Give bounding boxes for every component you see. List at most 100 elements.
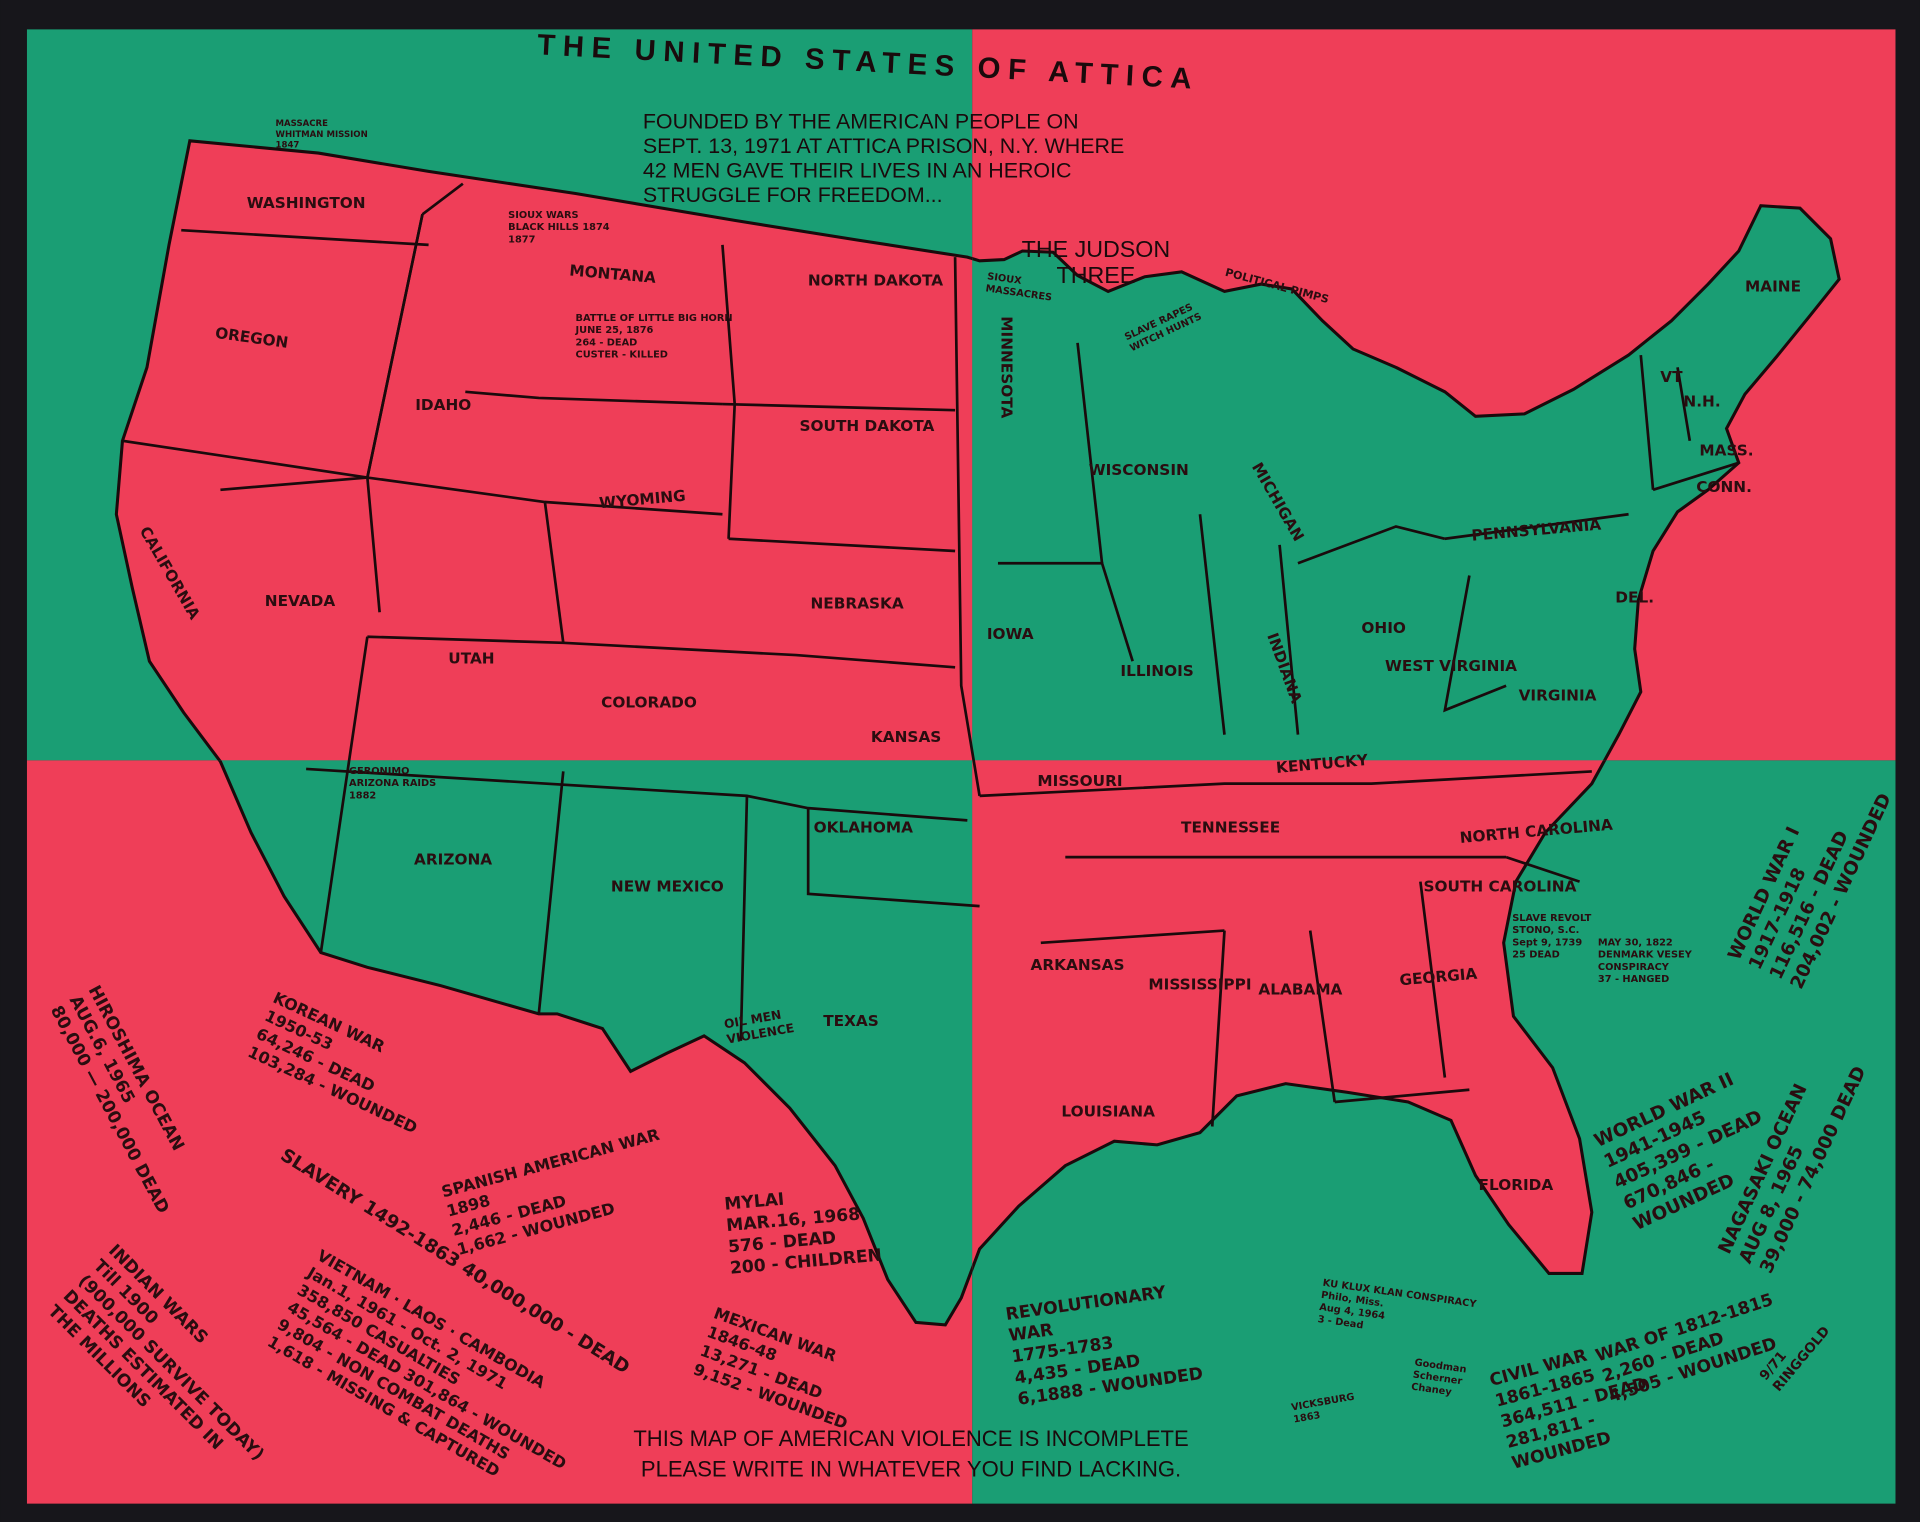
footer-line: PLEASE WRITE IN WHATEVER YOU FIND LACKIN… [641,1457,1181,1482]
state-label-washington: WASHINGTON [247,194,366,212]
state-label-ohio: OHIO [1361,619,1406,637]
annotation: BATTLE OF LITTLE BIG HORN JUNE 25, 1876 26… [575,313,733,361]
state-label-texas: TEXAS [823,1012,879,1030]
state-label-west-virginia: WEST VIRGINIA [1385,657,1517,675]
annotation-line: BATTLE OF LITTLE BIG HORN [576,313,733,324]
footer-note: THIS MAP OF AMERICAN VIOLENCE IS INCOMPL… [633,1426,1188,1482]
state-label-oklahoma: OKLAHOMA [814,819,913,837]
state-border [306,767,968,822]
annotation: SIOUX WARS BLACK HILLS 1874 1877 [508,210,610,245]
subtitle-line: STRUGGLE FOR FREEDOM... [643,183,943,207]
state-label-missouri: MISSOURI [1037,772,1122,790]
state-border [1198,514,1226,735]
state-border [806,808,980,908]
state-border [366,182,464,478]
annotation-line: SIOUX [987,271,1023,287]
state-border [1444,512,1629,541]
us-map [114,139,1841,1327]
map-landmass [972,760,1607,1275]
annotation-line: 37 - HANGED [1598,974,1669,985]
map-landmass [972,204,1841,761]
state-border [1040,929,1225,945]
annotation: GoodmanSchernerChaney [1410,1357,1467,1399]
state-border [739,795,749,1041]
annotation-line: 1882 [349,790,376,801]
state-border [728,537,956,553]
map-landmass [217,760,973,1327]
annotation-line: Chaney [1410,1382,1452,1399]
judson-three: THE JUDSON THREE [1022,236,1171,288]
annotation-line: GERONIMO [349,766,409,777]
subtitle: FOUNDED BY THE AMERICAN PEOPLE ON SEPT. … [643,110,1124,207]
state-border [979,770,1592,798]
state-label-south-carolina: SOUTH CAROLINA [1424,877,1577,895]
state-label-n-h: N.H. [1683,393,1720,411]
state-label-alabama: ALABAMA [1258,980,1342,998]
state-border [1505,855,1581,883]
annotation-line: 1877 [508,234,535,245]
state-border [367,635,956,669]
state-border [319,636,369,953]
state-border [1308,930,1337,1103]
annotation-line: 264 - DEAD [576,337,638,348]
annotation-line: 1847 [276,141,300,151]
state-border [465,390,723,406]
state-label-north-dakota: NORTH DAKOTA [808,271,943,289]
state-label-kansas: KANSAS [871,728,941,746]
annotation: MYLAIMAR.16, 1968576 - DEAD200 - CHILDRE… [724,1182,883,1279]
state-border [122,439,368,479]
state-border [543,501,565,644]
judson-line: THREE [1057,262,1136,288]
state-label-florida: FLORIDA [1479,1176,1554,1194]
state-label-nevada: NEVADA [265,592,336,610]
state-border [1652,461,1740,492]
state-label-new-mexico: NEW MEXICO [611,877,724,895]
state-border [1297,525,1446,565]
subtitle-line: SEPT. 13, 1971 AT ATTICA PRISON, N.Y. WH… [643,134,1124,158]
state-border [722,402,956,412]
state-label-south-dakota: SOUTH DAKOTA [800,417,935,435]
state-border [953,257,981,797]
state-label-del: DEL. [1615,588,1654,606]
annotation-line: WHITMAN MISSION [276,130,368,140]
annotation-line: DENMARK VESEY [1598,950,1693,961]
state-label-louisiana: LOUISIANA [1061,1103,1155,1121]
annotation: SLAVE REVOLT STONO, S.C. Sept 9, 1739 25 DE… [1512,913,1591,961]
state-border [1210,930,1226,1127]
state-label-arizona: ARIZONA [414,850,492,868]
annotation-line: ARIZONA RAIDS [349,778,436,789]
state-border [1443,575,1507,713]
annotation-line: MASSACRE [276,119,329,129]
state-borders [122,182,1740,1127]
state-label-minnesota: MINNESOTA [998,316,1016,418]
annotation-line: MAY 30, 1822 [1598,937,1673,948]
subtitle-line: FOUNDED BY THE AMERICAN PEOPLE ON [643,110,1079,134]
state-label-wisconsin: WISCONSIN [1089,461,1189,479]
subtitle-line: 42 MEN GAVE THEIR LIVES IN AN HEROIC [643,159,1072,183]
state-label-arkansas: ARKANSAS [1031,956,1125,974]
state-label-mississippi: MISSISSIPPI [1148,975,1251,993]
state-label-mass: MASS. [1699,441,1753,459]
judson-line: THE JUDSON [1022,236,1171,262]
state-border [1676,367,1692,442]
annotation-line: SLAVE REVOLT [1512,913,1591,924]
state-label-illinois: ILLINOIS [1120,662,1193,680]
state-border [1639,354,1655,490]
map-landmass [114,139,973,761]
annotation-line: 25 DEAD [1512,950,1560,961]
state-label-idaho: IDAHO [415,396,471,414]
annotation-line: 1863 [1293,1410,1322,1426]
state-border [1278,544,1300,735]
state-label-utah: UTAH [448,650,494,668]
annotation-line: JUNE 25, 1876 [575,325,654,336]
annotation-line: CUSTER - KILLED [576,350,668,361]
annotation-line: Sept 9, 1739 [1512,937,1582,948]
state-border [181,228,429,247]
state-label-nebraska: NEBRASKA [811,595,904,613]
state-border [537,771,565,1014]
state-label-conn: CONN. [1696,478,1752,496]
state-label-tennessee: TENNESSEE [1181,819,1280,837]
annotation-line: STONO, S.C. [1512,925,1579,936]
annotation: MAY 30, 1822 DENMARK VESEY CONSPIRACY 37 - … [1598,937,1693,985]
